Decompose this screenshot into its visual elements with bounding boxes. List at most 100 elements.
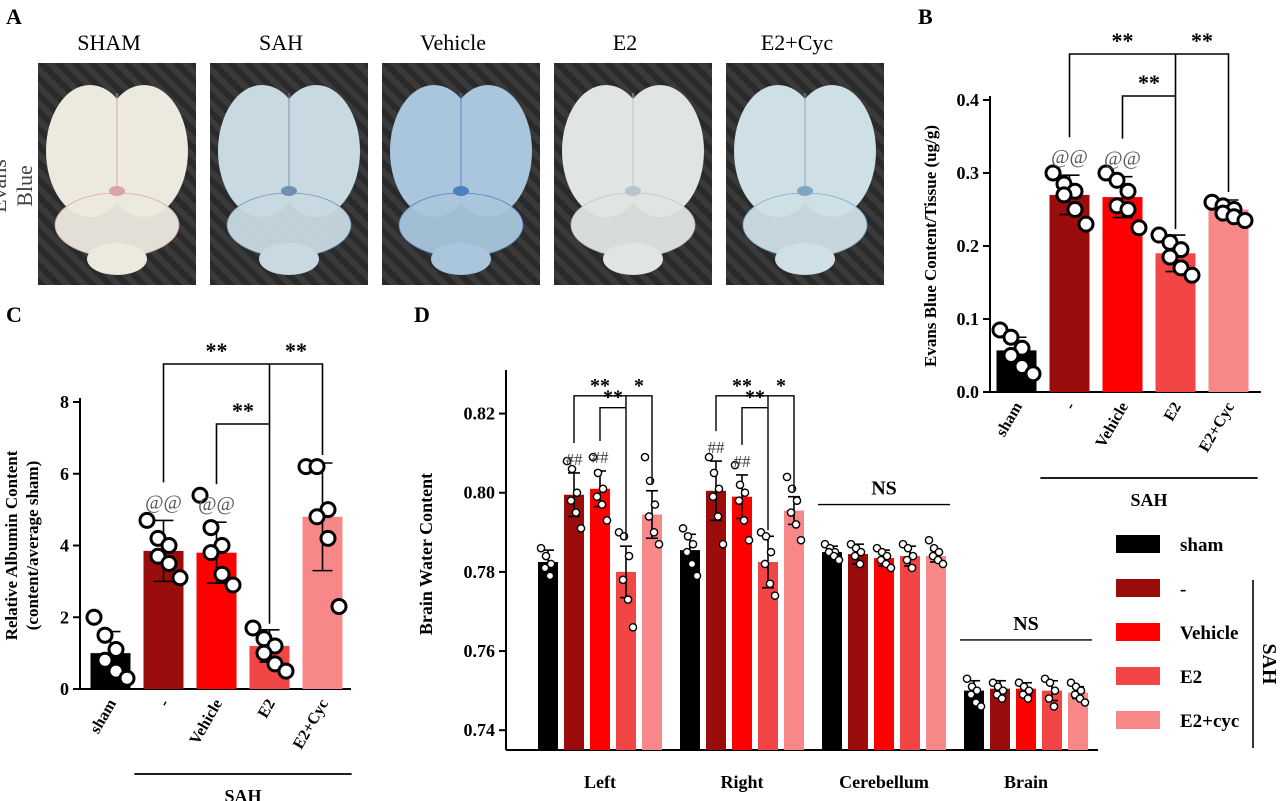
bar-0-4: [642, 514, 662, 750]
bar-3-4: [1068, 692, 1088, 750]
data-point: [308, 458, 326, 476]
panel-label-d: D: [414, 302, 430, 327]
group-label: SAH: [224, 786, 261, 801]
y-axis-title: (content/average sham): [23, 461, 42, 631]
bar-0-0: [538, 562, 558, 750]
y-axis-title: Brain Water Content: [416, 473, 436, 635]
data-point: [1055, 186, 1073, 204]
data-point: [886, 563, 896, 573]
brain-photo-3: [554, 63, 712, 285]
bracket-label: **: [603, 387, 623, 409]
data-point: [562, 456, 572, 466]
data-point: [654, 539, 664, 549]
significance-mark: ##: [592, 448, 610, 467]
data-point: [704, 452, 714, 462]
data-point: [244, 619, 262, 637]
brain-illustration: [562, 85, 704, 275]
data-point: [902, 555, 912, 565]
brain-right-hemisphere: [100, 85, 188, 217]
data-point: [96, 626, 114, 644]
data-point: [938, 559, 948, 569]
data-point: [766, 547, 776, 557]
significance-bracket: [1121, 95, 1176, 139]
y-tick-label: 2: [60, 607, 69, 627]
data-point: [545, 571, 555, 581]
significance-mark: @@: [145, 491, 182, 513]
data-point: [571, 508, 581, 517]
data-point: [160, 554, 178, 572]
bracket-label: *: [776, 375, 786, 397]
group-label-1: SAH: [258, 30, 303, 55]
data-point: [713, 512, 723, 521]
data-point: [319, 529, 337, 547]
evans-blue-label: Evans Blue: [0, 159, 37, 213]
data-point: [540, 563, 550, 573]
data-point: [1045, 678, 1055, 688]
data-point: [761, 531, 771, 541]
data-point: [1076, 686, 1086, 695]
data-point: [567, 464, 577, 474]
data-point: [536, 543, 546, 553]
brain-illustration: [390, 85, 532, 275]
y-tick-label: 4: [60, 536, 69, 556]
legend-swatch-0: [1116, 535, 1160, 553]
data-point: [255, 644, 273, 662]
data-point: [730, 460, 740, 470]
bar-2-0: [822, 552, 842, 750]
data-point: [855, 559, 865, 569]
data-point: [708, 492, 718, 501]
y-tick-label: 0.80: [464, 483, 496, 503]
y-tick-label: 0.3: [957, 163, 980, 183]
significance-bracket: [741, 406, 768, 445]
data-point: [1183, 266, 1201, 284]
bar-2-4: [926, 556, 946, 750]
data-point: [856, 547, 866, 557]
bar-1-2: [732, 496, 752, 750]
x-tick-label: Hemisphere: [554, 799, 647, 801]
panel-label-c: C: [6, 302, 22, 327]
data-point: [791, 520, 801, 529]
legend-swatch-3: [1116, 667, 1160, 685]
bracket-label: **: [745, 387, 765, 409]
data-point: [998, 686, 1008, 695]
brain-stem: [87, 243, 147, 275]
data-point: [976, 702, 986, 711]
data-point: [709, 468, 719, 478]
data-point: [576, 524, 586, 533]
data-point: [593, 468, 603, 478]
legend-label: -: [1180, 579, 1186, 600]
data-point: [740, 488, 750, 498]
data-point: [85, 608, 103, 626]
y-axis-title: Relative Albumin Content: [2, 450, 21, 640]
bar-0-1: [564, 494, 584, 750]
brain-right-hemisphere: [788, 85, 876, 217]
legend-label: Vehicle: [1180, 623, 1238, 644]
significance-mark: ##: [734, 452, 752, 471]
y-tick-label: 0.76: [464, 641, 496, 661]
data-point: [1161, 248, 1179, 266]
data-point: [765, 579, 775, 589]
bracket-label: **: [285, 338, 307, 363]
data-point: [770, 591, 780, 600]
data-point: [934, 547, 944, 557]
group-label-0: SHAM: [77, 30, 141, 55]
data-point: [191, 486, 209, 504]
y-tick-label: 0.78: [464, 562, 496, 582]
data-point: [739, 516, 749, 525]
brain-center-spot: [625, 186, 641, 196]
data-point: [907, 563, 917, 573]
significance-mark: ##: [566, 450, 584, 469]
panel-label-b: B: [918, 4, 933, 29]
bracket-label: **: [206, 338, 228, 363]
data-point: [796, 535, 806, 545]
data-point: [107, 641, 125, 659]
x-tick-label: Right: [720, 772, 763, 792]
x-tick-label: Cerebellum: [839, 772, 929, 792]
data-point: [786, 508, 796, 517]
data-point: [1024, 686, 1034, 695]
bar-1-4: [784, 510, 804, 750]
brain-stem: [603, 243, 663, 275]
brain-illustration: [46, 85, 188, 275]
data-point: [650, 500, 660, 509]
brain-center-spot: [797, 186, 813, 196]
